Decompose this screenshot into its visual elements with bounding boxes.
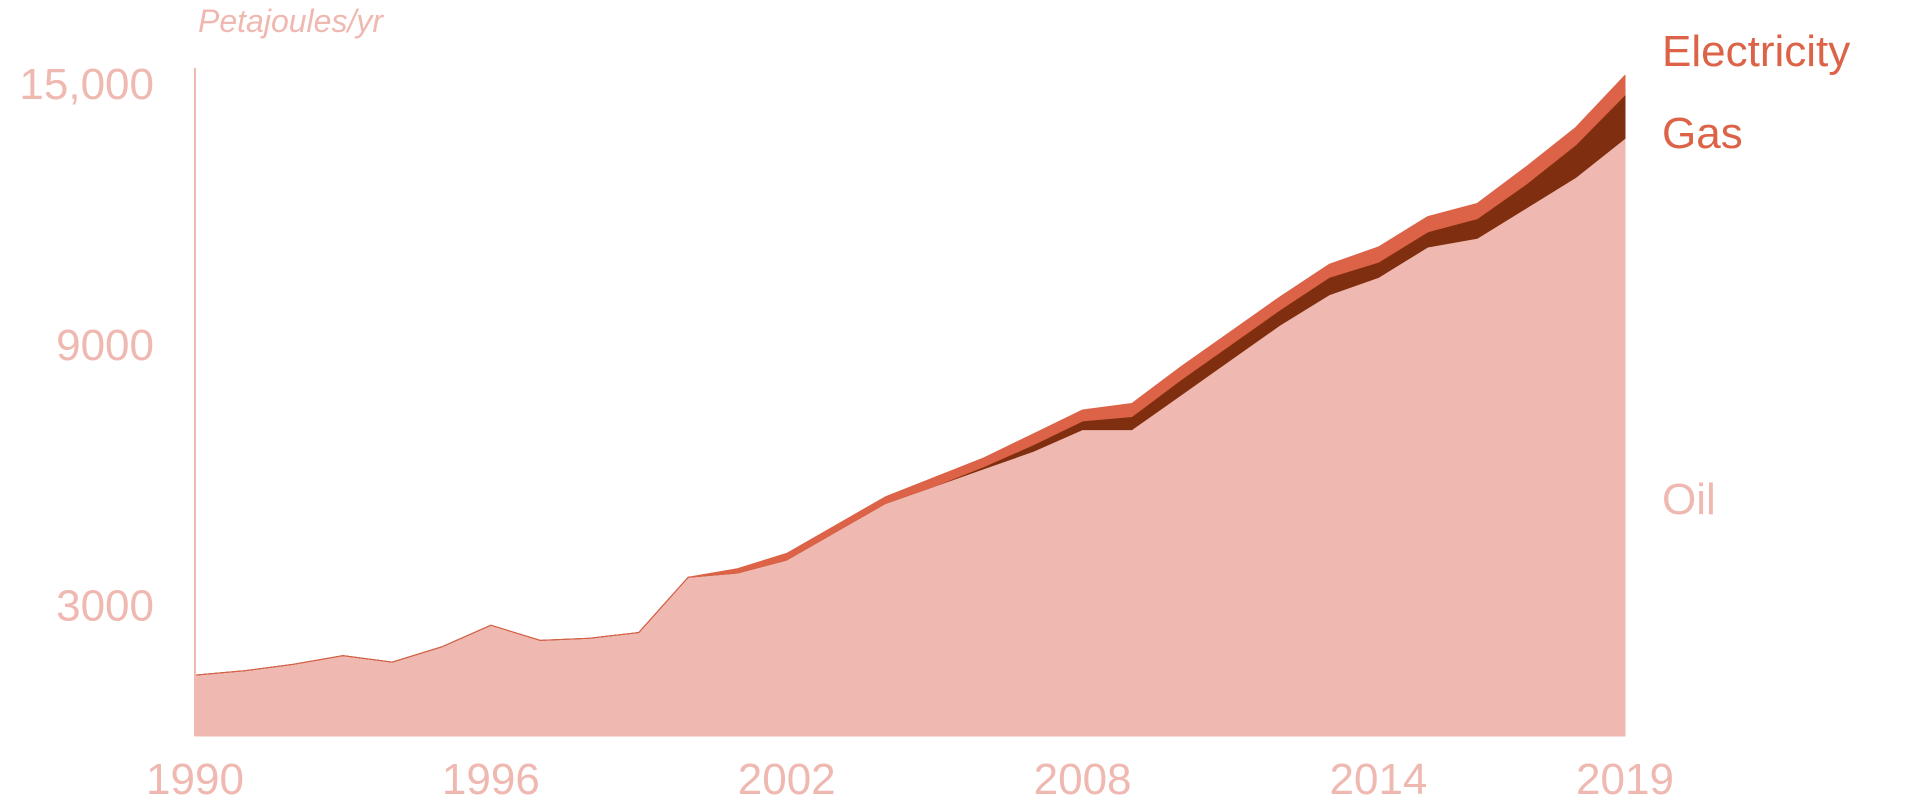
series-label-electricity: Electricity [1662, 27, 1850, 76]
series-labels: Oil Gas Electricity [1662, 27, 1850, 524]
area-electricity [194, 74, 1626, 676]
y-unit-label: Petajoules/yr [198, 3, 384, 39]
series-areas [194, 74, 1626, 737]
x-tick-label: 2008 [1034, 755, 1132, 804]
x-tick-label: 1996 [442, 755, 540, 804]
y-tick-label: 9000 [56, 321, 154, 370]
y-tick-label: 3000 [56, 582, 154, 631]
series-label-oil: Oil [1662, 475, 1716, 524]
x-tick-labels: 1990 1996 2002 2008 2014 2019 [146, 755, 1674, 804]
y-tick-label: 15,000 [19, 60, 154, 109]
x-tick-label: 2002 [738, 755, 836, 804]
series-label-gas: Gas [1662, 109, 1743, 158]
x-tick-label: 1990 [146, 755, 244, 804]
x-tick-label: 2019 [1576, 755, 1674, 804]
x-tick-label: 2014 [1330, 755, 1428, 804]
y-tick-labels: 3000 9000 15,000 [19, 60, 154, 631]
